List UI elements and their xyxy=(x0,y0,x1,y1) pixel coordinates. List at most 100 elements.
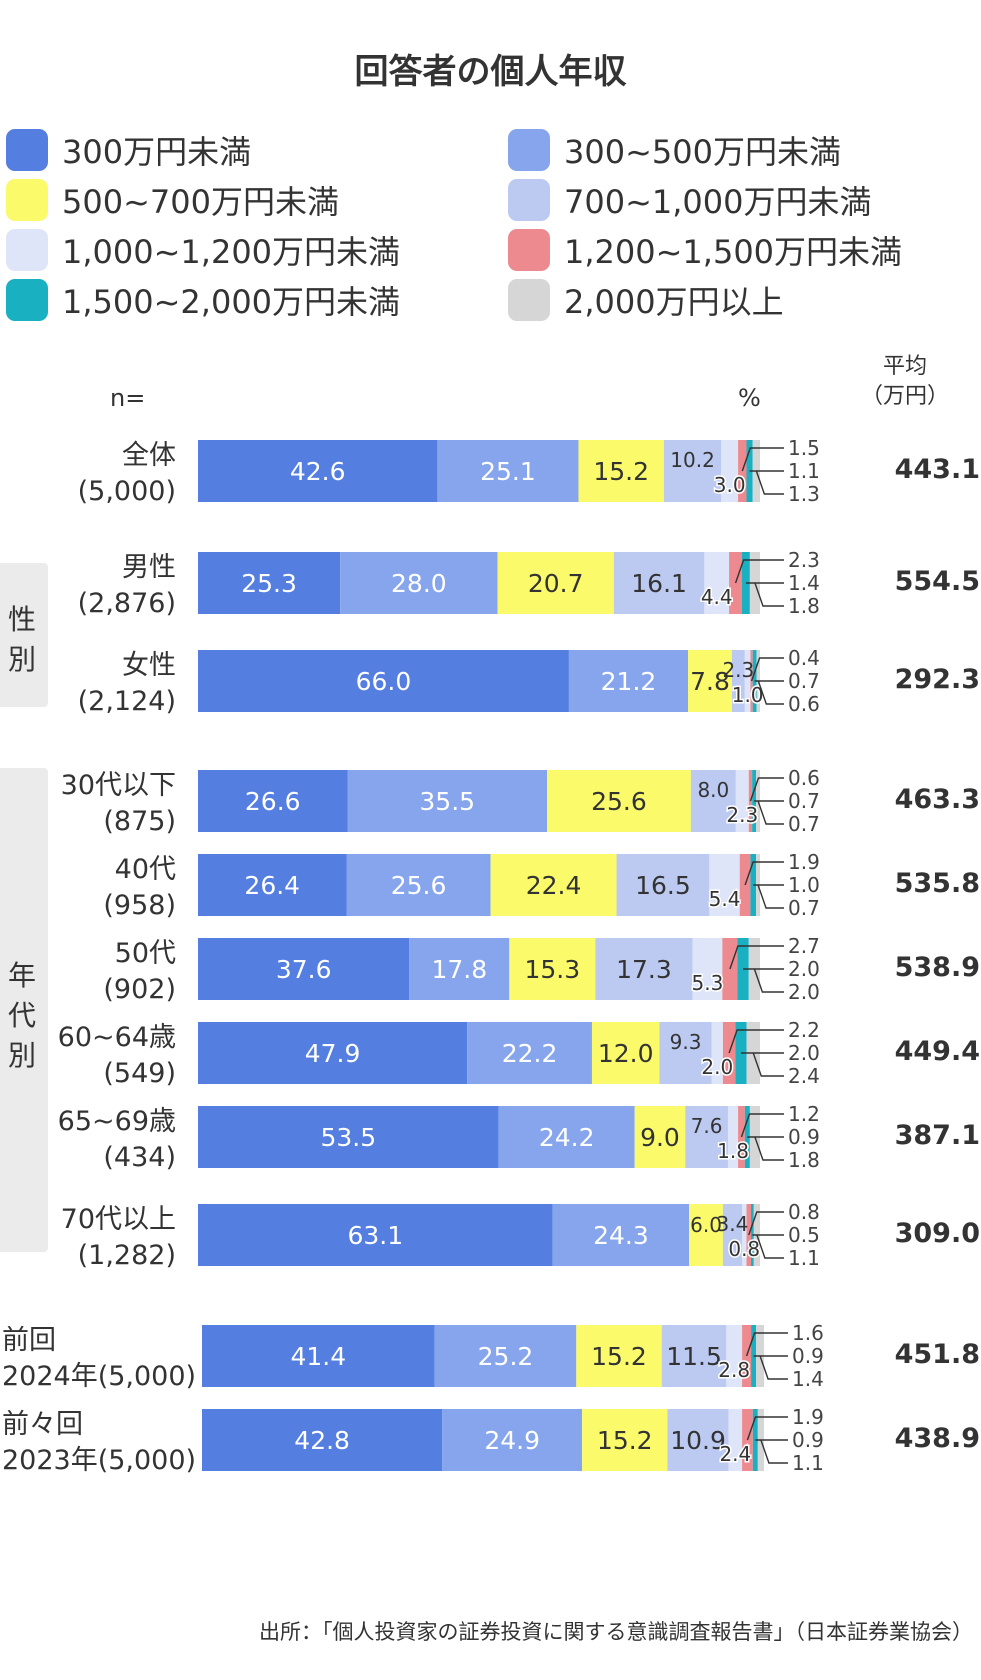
row-label: 女性 (2,124) xyxy=(78,648,176,720)
bar-segment xyxy=(711,1022,723,1084)
bar-value-label: 1.3 xyxy=(788,482,820,506)
bar-segment xyxy=(721,440,739,502)
bar-value-label: 26.4 xyxy=(244,871,300,900)
bar-segment xyxy=(552,1204,690,1266)
legend-item: 700~1,000万円未満 xyxy=(508,178,872,222)
legend-label: 1,200~1,500万円未満 xyxy=(564,233,903,271)
bar-segment xyxy=(613,552,705,614)
legend-label: 300万円未満 xyxy=(62,133,252,171)
bar-row: 42.8 24.9 15.2 10.92.4 1.90.91.1 xyxy=(202,1405,824,1475)
bar-segment xyxy=(346,854,491,916)
bar-segment xyxy=(442,1409,583,1471)
average-value: 463.3 xyxy=(894,784,980,815)
bar-segment xyxy=(688,650,732,712)
bar-value-label: 8.0 xyxy=(697,778,729,802)
bar-value-label: 2.7 xyxy=(788,934,820,958)
bar-segment xyxy=(751,1325,757,1387)
age-group-label: 年代別 xyxy=(0,956,44,1076)
bar-value-label: 1.4 xyxy=(788,571,820,595)
bar-segment xyxy=(722,1204,743,1266)
bar-value-label: 47.9 xyxy=(305,1039,361,1068)
bar-value-label: 1.1 xyxy=(788,1246,820,1270)
bar-segment xyxy=(634,1106,686,1168)
bar-segment xyxy=(467,1022,592,1084)
leader-line xyxy=(729,945,784,970)
bar-segment xyxy=(726,1325,743,1387)
row-label-n: (958) xyxy=(103,890,176,921)
bar-value-label: 1.9 xyxy=(788,850,820,874)
bar-value-label: 0.8 xyxy=(728,1237,760,1261)
average-value: 438.9 xyxy=(894,1423,980,1454)
bar-value-label: 42.6 xyxy=(290,457,346,486)
legend-item: 300~500万円未満 xyxy=(508,128,841,172)
bar-value-label: 3.4 xyxy=(717,1212,749,1236)
bar-value-label: 25.6 xyxy=(391,871,447,900)
average-value: 309.0 xyxy=(894,1218,980,1249)
legend-item: 1,000~1,200万円未満 xyxy=(6,228,400,272)
bar-row: 63.1 24.3 6.03.40.80.80.51.1 xyxy=(198,1200,820,1270)
legend-label: 300~500万円未満 xyxy=(564,133,841,171)
leader-line xyxy=(749,777,784,802)
bar-value-label: 16.1 xyxy=(631,569,687,598)
bar-value-label: 15.2 xyxy=(593,457,649,486)
bar-segment xyxy=(728,1409,743,1471)
bar-value-label: 25.1 xyxy=(480,457,536,486)
row-label: 50代 (902) xyxy=(103,936,176,1008)
bar-value-label: 2.3 xyxy=(726,803,758,827)
row-label-n: (1,282) xyxy=(77,1240,176,1271)
bar-value-label: 1.2 xyxy=(788,1102,820,1126)
bar-value-label: 0.9 xyxy=(788,1125,820,1149)
leader-line xyxy=(759,1355,788,1380)
bar-segment xyxy=(689,1204,723,1266)
average-header-line2: （万円） xyxy=(860,384,949,409)
bar-segment xyxy=(578,440,664,502)
leader-line xyxy=(753,968,784,993)
bar-value-label: 10.9 xyxy=(670,1426,726,1455)
leader-line xyxy=(734,559,784,584)
average-value: 387.1 xyxy=(894,1120,980,1151)
bar-segment xyxy=(509,938,596,1000)
row-label-n: (902) xyxy=(103,974,176,1005)
bar-segment xyxy=(547,770,691,832)
bar-segment xyxy=(735,1022,747,1084)
row-label-n: (875) xyxy=(103,806,176,837)
row-label: 70代以上 (1,282) xyxy=(61,1202,176,1274)
bar-segment xyxy=(591,1022,660,1084)
bar-value-label: 9.3 xyxy=(670,1030,702,1054)
row-label: 前回 2024年(5,000) xyxy=(2,1323,196,1395)
bar-segment xyxy=(347,770,548,832)
bar-value-label: 1.1 xyxy=(788,459,820,483)
bar-value-label: 53.5 xyxy=(320,1123,376,1152)
bar-value-label: 66.0 xyxy=(356,667,412,696)
bar-row: 66.0 21.2 7.82.31.0 0.40.70.6 xyxy=(198,646,820,716)
bar-segment xyxy=(198,770,348,832)
average-value: 535.8 xyxy=(894,868,980,899)
bar-segment xyxy=(576,1325,662,1387)
row-label-name: 前回 xyxy=(2,1325,56,1356)
leader-line xyxy=(752,1052,784,1077)
bar-segment xyxy=(742,552,750,614)
bar-row: 42.6 25.1 15.2 10.23.0 1.51.11.3 xyxy=(198,436,820,506)
bar-segment xyxy=(490,854,617,916)
row-label-n: (549) xyxy=(103,1058,176,1089)
bar-value-label: 25.6 xyxy=(591,787,647,816)
bar-segment xyxy=(202,1325,435,1387)
bar-value-label: 11.5 xyxy=(666,1342,722,1371)
leader-line xyxy=(757,680,784,705)
leader-line xyxy=(744,861,784,886)
bar-value-label: 0.6 xyxy=(788,766,820,790)
bar-value-label: 2.4 xyxy=(719,1442,751,1466)
bar-value-label: 0.4 xyxy=(788,646,820,670)
bar-segment xyxy=(198,1106,499,1168)
bar-value-label: 28.0 xyxy=(391,569,447,598)
bar-value-label: 1.9 xyxy=(792,1405,824,1429)
legend-swatch xyxy=(6,279,48,321)
bar-value-label: 15.2 xyxy=(597,1426,653,1455)
bar-value-label: 17.8 xyxy=(431,955,487,984)
bar-value-label: 20.7 xyxy=(528,569,584,598)
row-label: 全体 (5,000) xyxy=(78,438,176,510)
bar-value-label: 22.4 xyxy=(526,871,582,900)
bar-value-label: 5.4 xyxy=(709,887,741,911)
legend-swatch xyxy=(6,129,48,171)
row-label-name: 女性 xyxy=(122,650,176,681)
